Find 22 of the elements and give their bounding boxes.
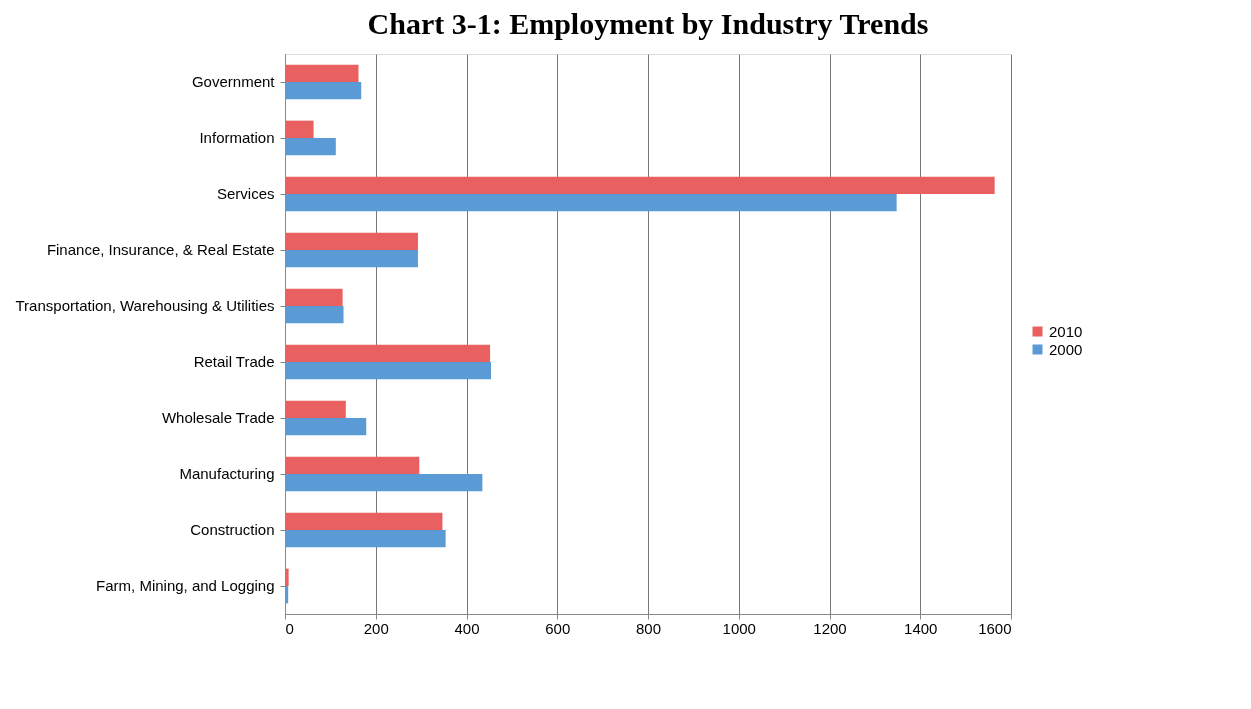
x-tick-label: 600 xyxy=(545,619,571,637)
y-tick-label: Wholesale Trade xyxy=(161,409,275,426)
x-tick-label: 1200 xyxy=(813,619,847,637)
x-tick-label: 1000 xyxy=(722,619,756,637)
x-tick-label: 1400 xyxy=(904,619,938,637)
y-tick-label: Finance, Insurance, & Real Estate xyxy=(46,241,275,258)
y-tick-label: Transportation, Warehousing & Utilities xyxy=(15,297,275,314)
y-tick-label: Farm, Mining, and Logging xyxy=(96,577,275,594)
chart-title: Chart 3-1: Employment by Industry Trends xyxy=(367,7,929,40)
y-tick-label: Manufacturing xyxy=(179,465,275,482)
x-tick-label: 400 xyxy=(454,619,480,637)
y-tick-label: Information xyxy=(199,129,275,146)
y-tick-label: Services xyxy=(216,185,275,202)
legend-label: 2000 xyxy=(1049,340,1083,358)
legend-label: 2010 xyxy=(1049,322,1083,340)
x-tick-label: 200 xyxy=(363,619,389,637)
y-tick-label: Retail Trade xyxy=(193,353,275,370)
y-tick-label: Government xyxy=(191,73,276,90)
y-tick-label: Construction xyxy=(190,521,275,538)
x-tick-label: 0 xyxy=(285,619,294,637)
x-tick-label: 800 xyxy=(635,619,662,637)
x-tick-label: 1600 xyxy=(978,619,1012,637)
